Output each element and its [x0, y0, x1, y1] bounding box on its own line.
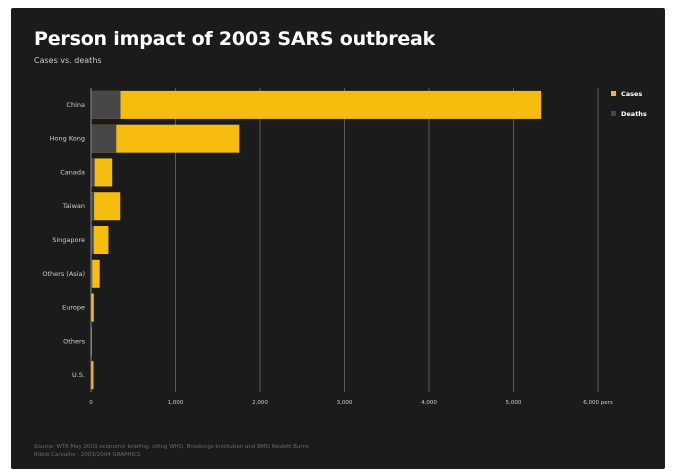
chart-subtitle: Cases vs. deaths — [34, 56, 102, 65]
category-label: Others — [63, 337, 85, 345]
cases-bar — [91, 259, 100, 288]
deaths-bar — [91, 158, 95, 187]
legend-swatch — [611, 91, 616, 96]
source-line: Source: WTA May 2003 economic briefing, … — [34, 444, 309, 450]
category-label: Others (Asia) — [42, 270, 85, 278]
deaths-bar — [91, 90, 121, 119]
x-tick-label: 5,000 — [506, 400, 522, 406]
chart-title: Person impact of 2003 SARS outbreak — [34, 28, 436, 50]
legend-label: Deaths — [621, 110, 647, 118]
deaths-bar — [91, 226, 94, 254]
cases-bar — [91, 192, 121, 221]
cases-bar — [91, 361, 94, 390]
credit-line: Ribidi Carvalho · 2003/2004 GRAPHICS — [34, 452, 141, 458]
category-label: Singapore — [52, 236, 85, 244]
category-label: U.S. — [72, 371, 85, 379]
chart-card: Person impact of 2003 SARS outbreak Case… — [11, 8, 665, 469]
x-tick-label: 0 — [89, 400, 93, 406]
bar-chart: 0 1,000 2,000 3,000 4,000 5,000 6,000 pers Chin… — [42, 88, 647, 406]
deaths-bar — [91, 259, 93, 288]
x-tick-label: 2,000 — [252, 400, 268, 406]
x-tick-label: 6,000 pers — [583, 400, 613, 406]
deaths-bar — [91, 192, 95, 221]
source-note: Source: WTA May 2003 economic briefing, … — [34, 443, 309, 459]
category-label: Hong Kong — [50, 135, 85, 143]
cases-bar — [91, 293, 94, 322]
category-label: Taiwan — [62, 202, 85, 210]
cases-bar — [91, 90, 542, 119]
category-label: Europe — [62, 304, 85, 312]
x-tick-label: 1,000 — [168, 400, 184, 406]
cases-bar — [91, 158, 113, 187]
legend-swatch — [611, 111, 616, 116]
x-tick-label: 4,000 — [421, 400, 437, 406]
x-tick-label: 3,000 — [337, 400, 353, 406]
legend-label: Cases — [621, 90, 642, 98]
cases-bar — [91, 226, 109, 254]
category-label: China — [66, 101, 85, 109]
deaths-bar — [91, 124, 117, 153]
category-label: Canada — [60, 168, 85, 176]
